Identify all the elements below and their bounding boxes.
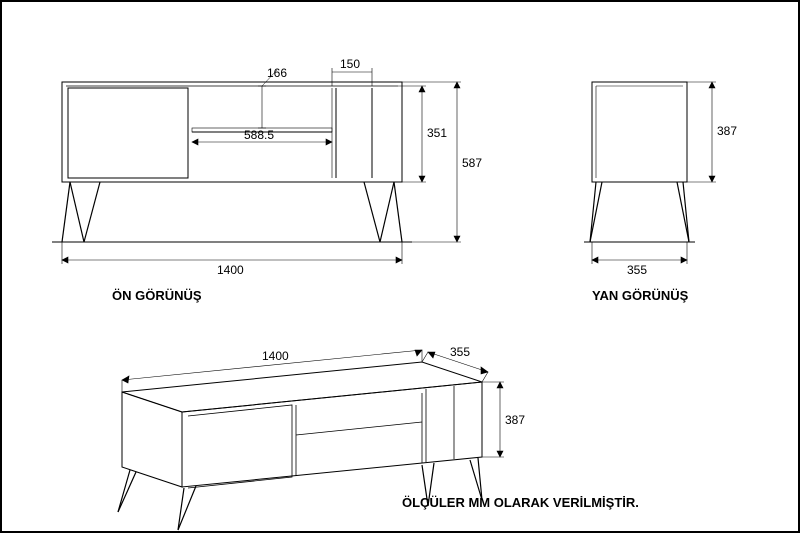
dim-150: 150 xyxy=(340,57,360,71)
dim-587: 587 xyxy=(462,156,482,170)
dim-351: 351 xyxy=(427,126,447,140)
drawing-svg: 166 150 588.5 351 xyxy=(2,2,800,535)
dim-387-side: 387 xyxy=(717,124,737,138)
drawing-note: ÖLÇÜLER MM OLARAK VERİLMİŞTİR. xyxy=(402,495,639,510)
side-view-group: 387 355 YAN GÖRÜNÜŞ xyxy=(584,82,737,303)
dim-166: 166 xyxy=(267,66,287,80)
technical-drawing-page: 166 150 588.5 351 xyxy=(0,0,800,533)
side-view-label: YAN GÖRÜNÜŞ xyxy=(592,288,689,303)
dim-1400-front: 1400 xyxy=(217,263,244,277)
dim-1400-iso: 1400 xyxy=(262,349,289,363)
dim-355-iso: 355 xyxy=(450,345,470,359)
dim-355-side: 355 xyxy=(627,263,647,277)
front-view-label: ÖN GÖRÜNÜŞ xyxy=(112,288,202,303)
dim-387-iso: 387 xyxy=(505,413,525,427)
front-view-group: 166 150 588.5 351 xyxy=(52,57,482,303)
dim-588: 588.5 xyxy=(244,128,274,142)
